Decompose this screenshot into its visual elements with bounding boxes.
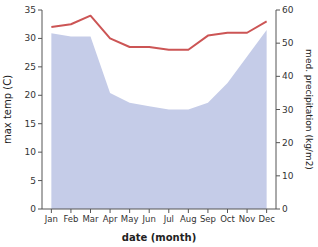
x-tick	[149, 209, 150, 213]
y2-tick	[276, 43, 280, 44]
y-tick-label: 5	[30, 176, 36, 186]
x-tick	[129, 209, 130, 213]
y2-tick	[276, 109, 280, 110]
x-tick	[90, 209, 91, 213]
y2-tick	[276, 175, 280, 176]
x-tick-label: Oct	[220, 214, 235, 224]
y-tick	[38, 66, 42, 67]
y-tick-label: 30	[25, 33, 37, 43]
x-tick	[188, 209, 189, 213]
x-tick-label: Jul	[163, 214, 174, 224]
y-tick-label: 20	[25, 90, 37, 100]
background	[0, 0, 318, 247]
y2-tick	[276, 76, 280, 77]
x-tick	[70, 209, 71, 213]
y-tick-label: 10	[25, 147, 37, 157]
x-tick-label: Dec	[258, 214, 275, 224]
y2-tick-label: 60	[282, 5, 294, 15]
x-tick-label: Mar	[82, 214, 99, 224]
y2-tick	[276, 10, 280, 11]
y-tick	[38, 209, 42, 210]
y2-tick	[276, 142, 280, 143]
y2-tick-label: 0	[282, 204, 288, 214]
y-axis-label: max temp (C)	[2, 75, 13, 144]
y2-tick-label: 50	[282, 38, 294, 48]
x-tick	[110, 209, 111, 213]
y2-tick	[276, 209, 280, 210]
x-tick	[266, 209, 267, 213]
y-tick	[38, 38, 42, 39]
y-tick	[38, 10, 42, 11]
x-axis-label: date (month)	[122, 232, 196, 243]
y-tick	[38, 180, 42, 181]
x-tick	[207, 209, 208, 213]
y-tick	[38, 95, 42, 96]
bottom-axis-line	[42, 209, 276, 210]
y-tick	[38, 123, 42, 124]
x-tick-label: May	[121, 214, 139, 224]
y-tick-label: 0	[30, 204, 36, 214]
plot-area	[51, 16, 266, 209]
x-tick-label: Apr	[103, 214, 118, 224]
y2-tick-label: 10	[282, 171, 294, 181]
x-tick	[168, 209, 169, 213]
x-tick-label: Jun	[142, 214, 156, 224]
temperature-line	[51, 16, 266, 50]
y-tick-label: 25	[25, 62, 36, 72]
y2-axis-label: med. precipitation (kg/m2)	[304, 49, 314, 170]
y2-tick-label: 30	[282, 105, 294, 115]
x-tick-label: Nov	[239, 214, 256, 224]
y-tick-label: 15	[25, 119, 36, 129]
axes: 0 5 10 15 20 25 30 35 0 10 20 30 40 50 60 Jan Feb Mar AprM…	[25, 5, 294, 224]
x-tick	[227, 209, 228, 213]
y-tick-label: 35	[25, 5, 36, 15]
chart: 0 5 10 15 20 25 30 35 0 10 20 30 40 50 60 Jan Feb Mar AprM…	[0, 0, 318, 247]
x-tick-label: Feb	[63, 214, 78, 224]
x-tick-label: Aug	[180, 214, 197, 224]
y2-tick-label: 20	[282, 138, 294, 148]
x-tick-label: Sep	[200, 214, 216, 224]
y-tick	[38, 152, 42, 153]
left-axis-line	[42, 10, 43, 209]
x-tick-label: Jan	[44, 214, 58, 224]
x-tick	[247, 209, 248, 213]
precipitation-area	[51, 30, 266, 209]
y2-tick-label: 40	[282, 71, 294, 81]
x-tick	[51, 209, 52, 213]
